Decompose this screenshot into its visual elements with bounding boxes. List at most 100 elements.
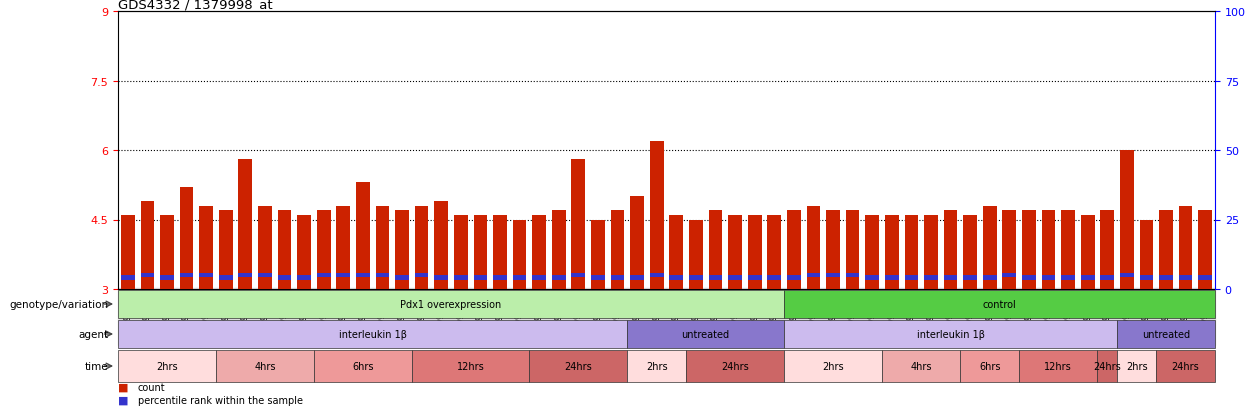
Bar bbox=[1061, 211, 1074, 289]
Bar bbox=[670, 215, 684, 289]
Bar bbox=[924, 215, 937, 289]
Bar bbox=[376, 273, 390, 278]
Bar bbox=[395, 211, 408, 289]
Text: 24hrs: 24hrs bbox=[1093, 361, 1122, 371]
Bar bbox=[767, 275, 781, 280]
Bar bbox=[767, 215, 781, 289]
Bar bbox=[630, 275, 644, 280]
Text: genotype/variation: genotype/variation bbox=[10, 299, 108, 309]
Bar bbox=[1022, 275, 1036, 280]
Bar bbox=[473, 275, 487, 280]
Bar bbox=[435, 275, 448, 280]
Bar bbox=[1081, 275, 1094, 280]
Text: 6hrs: 6hrs bbox=[979, 361, 1001, 371]
Bar bbox=[258, 273, 271, 278]
Text: 2hrs: 2hrs bbox=[822, 361, 844, 371]
Bar bbox=[513, 275, 527, 280]
Text: control: control bbox=[982, 299, 1016, 309]
Bar bbox=[161, 215, 174, 289]
Text: count: count bbox=[138, 382, 166, 392]
Bar bbox=[865, 275, 879, 280]
Text: ■: ■ bbox=[118, 395, 128, 405]
Bar bbox=[356, 183, 370, 289]
Bar bbox=[964, 215, 977, 289]
Bar bbox=[787, 275, 801, 280]
Bar bbox=[1002, 273, 1016, 278]
Bar bbox=[533, 275, 547, 280]
Bar bbox=[827, 211, 840, 289]
Bar bbox=[591, 220, 605, 289]
Bar bbox=[533, 215, 547, 289]
Bar bbox=[1101, 211, 1114, 289]
Bar bbox=[415, 206, 428, 289]
Bar bbox=[278, 211, 291, 289]
Bar bbox=[982, 206, 996, 289]
Bar bbox=[1061, 275, 1074, 280]
Text: 4hrs: 4hrs bbox=[254, 361, 275, 371]
Text: interleukin 1β: interleukin 1β bbox=[339, 329, 407, 339]
Bar bbox=[964, 275, 977, 280]
Bar bbox=[219, 211, 233, 289]
Bar bbox=[121, 275, 134, 280]
Bar bbox=[552, 211, 565, 289]
Bar bbox=[610, 211, 625, 289]
Bar bbox=[454, 275, 468, 280]
Bar bbox=[1199, 275, 1213, 280]
Bar bbox=[924, 275, 937, 280]
Bar bbox=[239, 160, 253, 289]
Bar bbox=[298, 275, 311, 280]
Bar bbox=[944, 275, 957, 280]
Bar bbox=[1179, 206, 1193, 289]
Bar bbox=[199, 273, 213, 278]
Bar bbox=[199, 206, 213, 289]
Bar bbox=[376, 206, 390, 289]
Bar bbox=[591, 275, 605, 280]
Text: 2hrs: 2hrs bbox=[1125, 361, 1148, 371]
Bar bbox=[865, 215, 879, 289]
Bar bbox=[336, 273, 350, 278]
Text: 4hrs: 4hrs bbox=[910, 361, 933, 371]
Bar bbox=[1120, 151, 1134, 289]
Bar bbox=[571, 160, 585, 289]
Bar bbox=[630, 197, 644, 289]
Bar bbox=[688, 275, 702, 280]
Bar bbox=[650, 273, 664, 278]
Bar bbox=[1120, 273, 1134, 278]
Bar bbox=[552, 275, 565, 280]
Bar bbox=[1179, 275, 1193, 280]
Bar bbox=[1159, 211, 1173, 289]
Text: Pdx1 overexpression: Pdx1 overexpression bbox=[401, 299, 502, 309]
Bar bbox=[571, 273, 585, 278]
Bar bbox=[845, 273, 859, 278]
Bar bbox=[473, 215, 487, 289]
Text: 24hrs: 24hrs bbox=[564, 361, 593, 371]
Bar bbox=[748, 275, 762, 280]
Bar bbox=[121, 215, 134, 289]
Bar bbox=[141, 202, 154, 289]
Bar bbox=[728, 275, 742, 280]
Bar bbox=[258, 206, 271, 289]
Bar bbox=[885, 215, 899, 289]
Bar bbox=[298, 215, 311, 289]
Bar bbox=[1002, 211, 1016, 289]
Bar bbox=[1081, 215, 1094, 289]
Bar bbox=[1139, 275, 1153, 280]
Bar bbox=[885, 275, 899, 280]
Text: untreated: untreated bbox=[1142, 329, 1190, 339]
Bar bbox=[1022, 211, 1036, 289]
Bar bbox=[435, 202, 448, 289]
Text: 2hrs: 2hrs bbox=[156, 361, 178, 371]
Bar bbox=[1199, 211, 1213, 289]
Text: 2hrs: 2hrs bbox=[646, 361, 667, 371]
Bar bbox=[161, 275, 174, 280]
Bar bbox=[316, 211, 330, 289]
Bar bbox=[1042, 211, 1056, 289]
Bar bbox=[787, 211, 801, 289]
Bar bbox=[728, 215, 742, 289]
Bar bbox=[179, 273, 193, 278]
Bar bbox=[239, 273, 253, 278]
Bar bbox=[513, 220, 527, 289]
Bar bbox=[493, 275, 507, 280]
Bar bbox=[807, 206, 820, 289]
Bar bbox=[650, 141, 664, 289]
